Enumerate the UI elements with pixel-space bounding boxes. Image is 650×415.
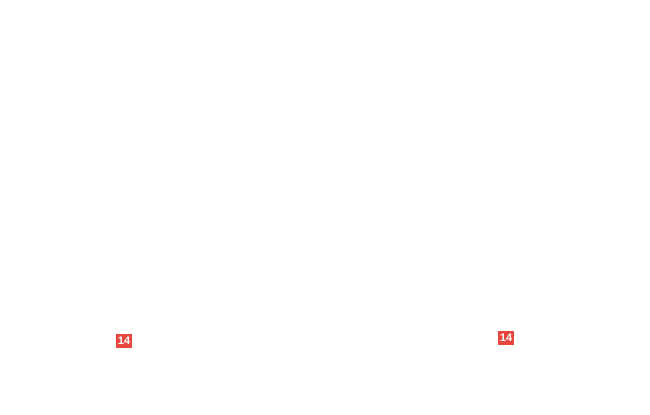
count-badge-right: 14 [498,331,514,345]
count-badge-left: 14 [116,334,132,348]
